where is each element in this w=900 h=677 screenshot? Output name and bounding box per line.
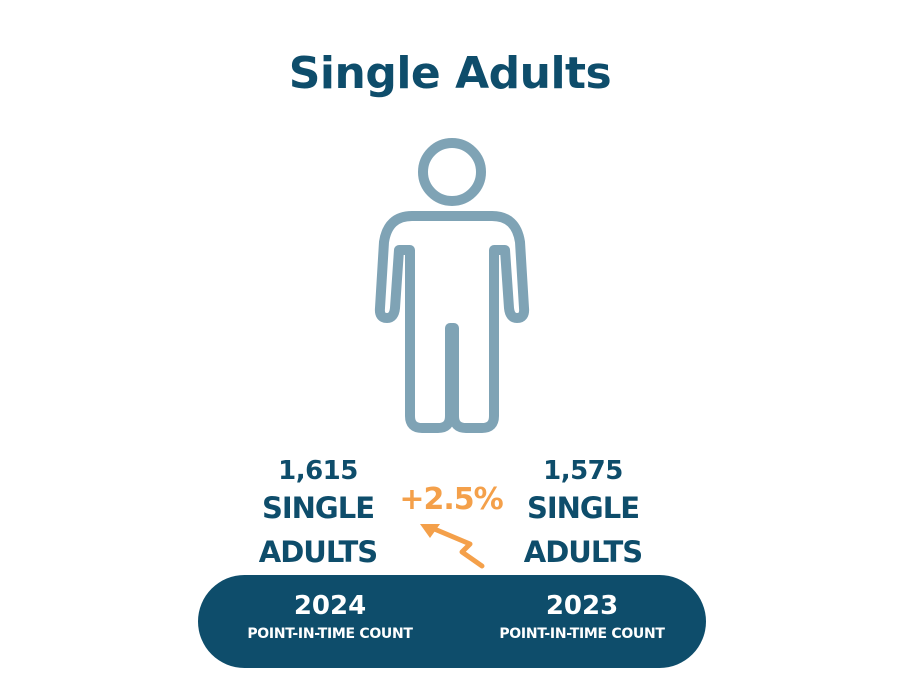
page-title: Single Adults [288,48,612,99]
year-2024-caption: POINT-IN-TIME COUNT [247,626,413,642]
year-2023-label: 2023 [545,591,619,621]
stat-2023: 1,575 SINGLE ADULTS [498,456,668,574]
stat-2023-label-line1: SINGLE [526,491,640,525]
stat-2024: 1,615 SINGLE ADULTS [238,456,398,574]
person-icon [374,138,530,433]
stat-2023-label-line2: ADULTS [523,535,643,569]
increase-arrow-icon [420,524,485,569]
percent-change: +2.5% [399,482,503,517]
year-2024-label: 2024 [293,591,367,621]
year-2023: 2023 POINT-IN-TIME COUNT [466,589,698,645]
stat-2023-number: 1,575 [543,456,623,486]
year-banner: 2024 POINT-IN-TIME COUNT 2023 POINT-IN-T… [198,575,706,668]
stat-2024-label-line2: ADULTS [258,535,378,569]
year-2023-caption: POINT-IN-TIME COUNT [499,626,665,642]
year-2024: 2024 POINT-IN-TIME COUNT [210,589,450,645]
stat-2024-label-line1: SINGLE [261,491,375,525]
stat-2024-number: 1,615 [278,456,358,486]
